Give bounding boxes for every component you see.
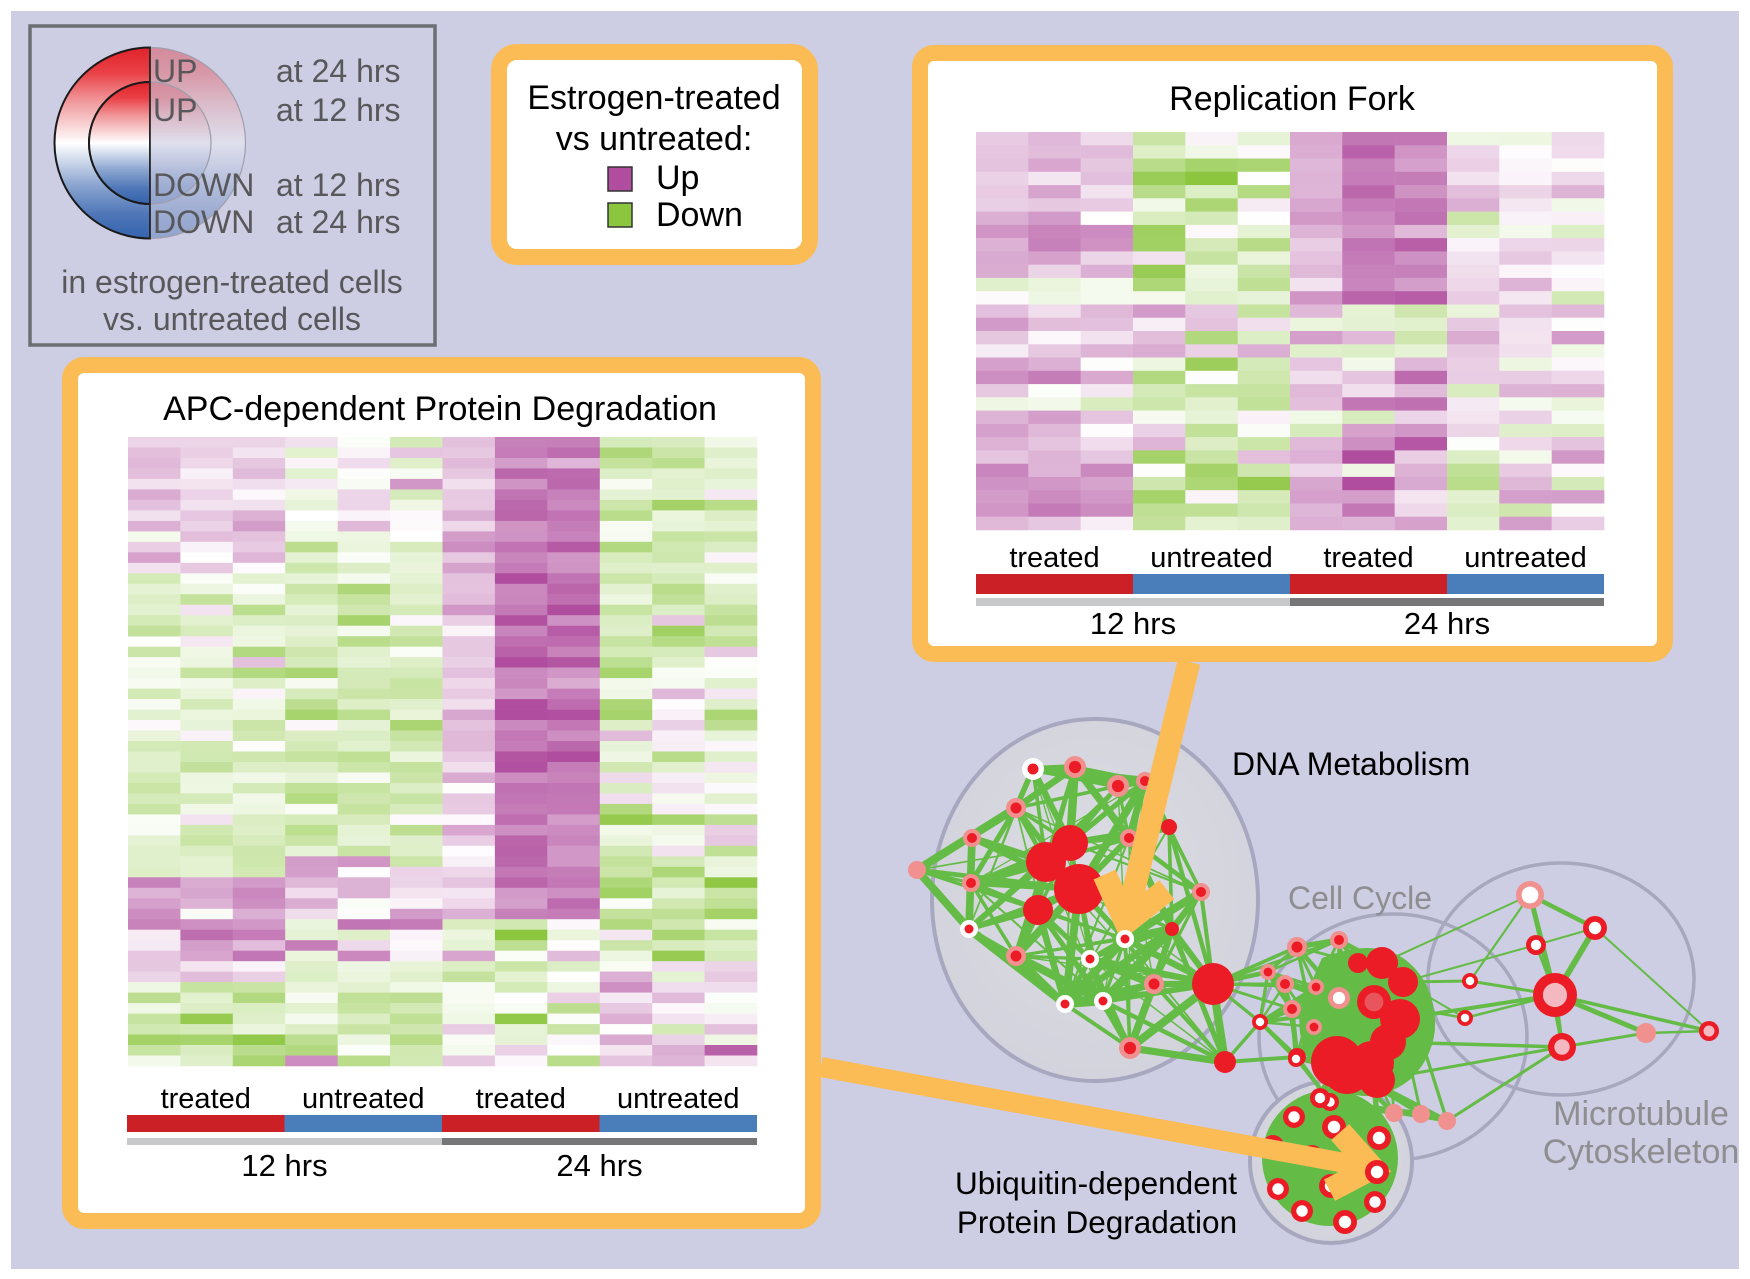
svg-text:untreated: untreated xyxy=(1150,542,1273,574)
svg-text:treated: treated xyxy=(476,1083,566,1115)
svg-text:Ubiquitin-dependent: Ubiquitin-dependent xyxy=(955,1165,1237,1201)
svg-text:at 24 hrs: at 24 hrs xyxy=(276,204,401,240)
svg-text:at 12 hrs: at 12 hrs xyxy=(276,92,401,128)
svg-text:Replication Fork: Replication Fork xyxy=(1169,80,1416,118)
svg-text:DOWN: DOWN xyxy=(153,167,254,203)
svg-text:at 12 hrs: at 12 hrs xyxy=(276,167,401,203)
svg-text:treated: treated xyxy=(1009,542,1099,574)
svg-text:Up: Up xyxy=(656,159,699,197)
svg-text:UP: UP xyxy=(153,53,197,89)
svg-text:DNA Metabolism: DNA Metabolism xyxy=(1232,746,1470,782)
svg-text:untreated: untreated xyxy=(617,1083,740,1115)
svg-text:12 hrs: 12 hrs xyxy=(241,1148,327,1183)
svg-text:untreated: untreated xyxy=(1464,542,1587,574)
svg-text:treated: treated xyxy=(1323,542,1413,574)
svg-text:Protein Degradation: Protein Degradation xyxy=(957,1204,1237,1240)
svg-text:untreated: untreated xyxy=(302,1083,425,1115)
svg-text:vs untreated:: vs untreated: xyxy=(556,120,753,158)
svg-text:in estrogen-treated cells: in estrogen-treated cells xyxy=(61,264,403,300)
svg-text:treated: treated xyxy=(161,1083,251,1115)
svg-text:Cytoskeleton: Cytoskeleton xyxy=(1543,1133,1740,1171)
svg-text:Cell Cycle: Cell Cycle xyxy=(1288,880,1432,916)
svg-text:Down: Down xyxy=(656,196,743,234)
svg-text:vs. untreated cells: vs. untreated cells xyxy=(103,301,361,337)
svg-text:APC-dependent Protein Degradat: APC-dependent Protein Degradation xyxy=(163,390,717,428)
svg-text:DOWN: DOWN xyxy=(153,204,254,240)
svg-text:UP: UP xyxy=(153,92,197,128)
svg-text:at 24 hrs: at 24 hrs xyxy=(276,53,401,89)
svg-text:24 hrs: 24 hrs xyxy=(556,1148,642,1183)
svg-text:24 hrs: 24 hrs xyxy=(1404,606,1490,641)
svg-text:12 hrs: 12 hrs xyxy=(1090,606,1176,641)
svg-text:Estrogen-treated: Estrogen-treated xyxy=(527,79,780,117)
svg-text:Microtubule: Microtubule xyxy=(1553,1095,1729,1133)
